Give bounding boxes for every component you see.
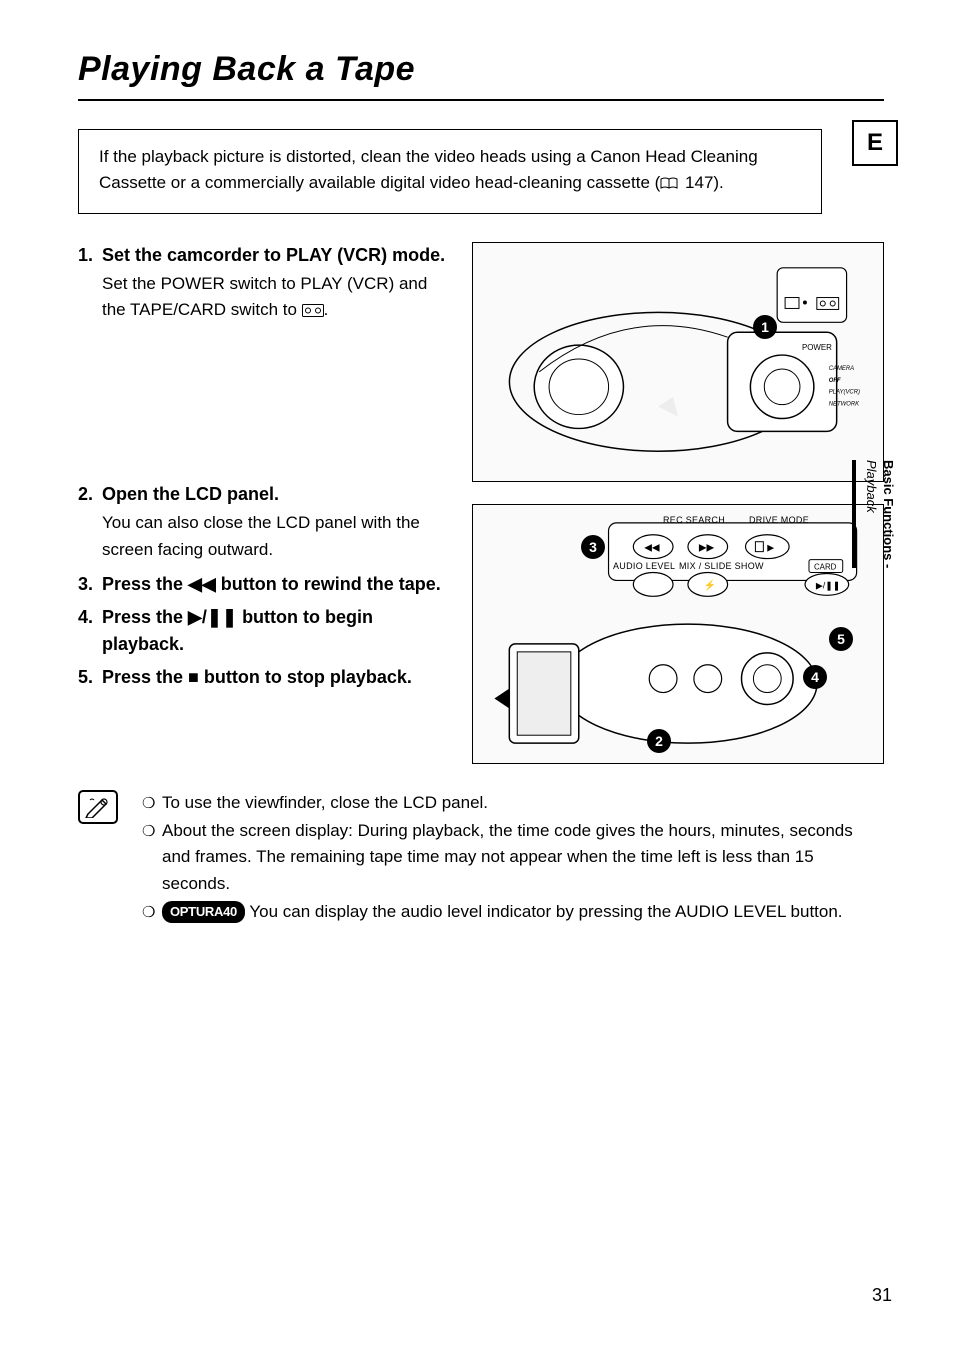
play-pause-icon: ▶/❚❚	[188, 607, 237, 627]
step-3-head: 3. Press the ◀◀ button to rewind the tap…	[78, 571, 448, 598]
note-text: You can display the audio level indicato…	[245, 902, 843, 921]
step-1-body: Set the POWER switch to PLAY (VCR) and t…	[78, 271, 448, 326]
svg-text:PLAY(VCR): PLAY(VCR)	[829, 389, 860, 395]
controls-illustration: ◀◀ ▶▶ ▶ ⚡ ▶/❚❚ CARD	[473, 505, 883, 763]
notes-section: ❍ To use the viewfinder, close the LCD p…	[78, 790, 884, 928]
svg-text:◀◀: ◀◀	[644, 542, 660, 553]
step-body-text-end: .	[324, 300, 329, 319]
bullet-icon: ❍	[142, 899, 162, 925]
steps-column: 1. Set the camcorder to PLAY (VCR) mode.…	[78, 242, 448, 764]
callout-2: 2	[647, 729, 671, 753]
step-title-wrap: Press the ■ button to stop playback.	[102, 664, 412, 691]
notes-icon	[78, 790, 118, 824]
note-text-wrap: OPTURA40 You can display the audio level…	[162, 899, 884, 925]
note-item: ❍ To use the viewfinder, close the LCD p…	[142, 790, 884, 816]
step-title-part1: Press the	[102, 574, 188, 594]
step-title-part1: Press the	[102, 607, 188, 627]
figure-1-camcorder: POWER CAMERA OFF PLAY(VCR) NETWORK 1	[472, 242, 884, 482]
callout-5: 5	[829, 627, 853, 651]
step-title: Set the camcorder to PLAY (VCR) mode.	[102, 242, 445, 269]
svg-text:CAMERA: CAMERA	[829, 366, 854, 372]
step-title: Open the LCD panel.	[102, 481, 279, 508]
step-2-body: You can also close the LCD panel with th…	[78, 510, 448, 563]
bullet-icon: ❍	[142, 790, 162, 816]
callout-1: 1	[753, 315, 777, 339]
step-2-head: 2. Open the LCD panel.	[78, 481, 448, 508]
figures-column: POWER CAMERA OFF PLAY(VCR) NETWORK 1 ◀◀ …	[472, 242, 884, 764]
svg-text:OFF: OFF	[829, 378, 841, 384]
step-title-part2: button to stop playback.	[199, 667, 412, 687]
info-text: If the playback picture is distorted, cl…	[99, 147, 758, 192]
note-text: To use the viewfinder, close the LCD pan…	[162, 790, 884, 816]
step-title-part1: Press the	[102, 667, 188, 687]
info-box: If the playback picture is distorted, cl…	[78, 129, 822, 214]
step-5-head: 5. Press the ■ button to stop playback.	[78, 664, 448, 691]
step-title-part2: button to rewind the tape.	[216, 574, 441, 594]
label-audio-level: AUDIO LEVEL	[613, 561, 675, 571]
callout-3: 3	[581, 535, 605, 559]
tape-icon	[302, 299, 324, 325]
notes-column: ❍ To use the viewfinder, close the LCD p…	[142, 790, 884, 928]
callout-4: 4	[803, 665, 827, 689]
note-text: About the screen display: During playbac…	[162, 818, 884, 897]
note-item: ❍ OPTURA40 You can display the audio lev…	[142, 899, 884, 925]
rewind-icon: ◀◀	[188, 574, 216, 594]
content-row: 1. Set the camcorder to PLAY (VCR) mode.…	[78, 242, 884, 764]
side-tab-subcategory: Playback	[864, 460, 879, 513]
step-4-head: 4. Press the ▶/❚❚ button to begin playba…	[78, 604, 448, 658]
step-number: 2.	[78, 481, 102, 508]
svg-text:▶: ▶	[767, 542, 774, 552]
svg-text:▶/❚❚: ▶/❚❚	[816, 580, 840, 591]
note-icon-column	[78, 790, 120, 928]
side-tab-category: Basic Functions -	[881, 460, 896, 568]
svg-text:▶▶: ▶▶	[699, 542, 715, 553]
note-item: ❍ About the screen display: During playb…	[142, 818, 884, 897]
svg-text:CARD: CARD	[814, 562, 837, 571]
step-body-text: Set the POWER switch to PLAY (VCR) and t…	[102, 274, 427, 319]
step-title-wrap: Press the ◀◀ button to rewind the tape.	[102, 571, 441, 598]
bullet-icon: ❍	[142, 818, 162, 897]
language-tab: E	[852, 120, 898, 166]
step-number: 1.	[78, 242, 102, 269]
power-label: POWER	[802, 343, 832, 352]
reference-icon	[660, 172, 678, 198]
step-body-text: You can also close the LCD panel with th…	[102, 513, 420, 558]
info-ref-page-num: 147).	[685, 173, 724, 192]
optura-badge: OPTURA40	[162, 901, 245, 923]
step-title-wrap: Press the ▶/❚❚ button to begin playback.	[102, 604, 448, 658]
figure-2-controls: ◀◀ ▶▶ ▶ ⚡ ▶/❚❚ CARD	[472, 504, 884, 764]
page-title: Playing Back a Tape	[78, 50, 884, 89]
stop-icon: ■	[188, 667, 199, 687]
page-number: 31	[872, 1285, 892, 1306]
title-rule	[78, 99, 884, 101]
label-mix-slide: MIX / SLIDE SHOW	[679, 561, 764, 571]
step-number: 5.	[78, 664, 102, 691]
step-1-head: 1. Set the camcorder to PLAY (VCR) mode.	[78, 242, 448, 269]
section-side-tab: Basic Functions - Playback	[852, 460, 896, 568]
step-number: 3.	[78, 571, 102, 598]
svg-text:NETWORK: NETWORK	[829, 401, 860, 407]
label-rec-search: REC SEARCH	[663, 515, 725, 525]
layout-spacer	[78, 333, 448, 481]
label-drive-mode: DRIVE MODE	[749, 515, 809, 525]
svg-text:⚡: ⚡	[704, 579, 716, 591]
camcorder-illustration: POWER CAMERA OFF PLAY(VCR) NETWORK	[473, 243, 883, 481]
step-number: 4.	[78, 604, 102, 658]
